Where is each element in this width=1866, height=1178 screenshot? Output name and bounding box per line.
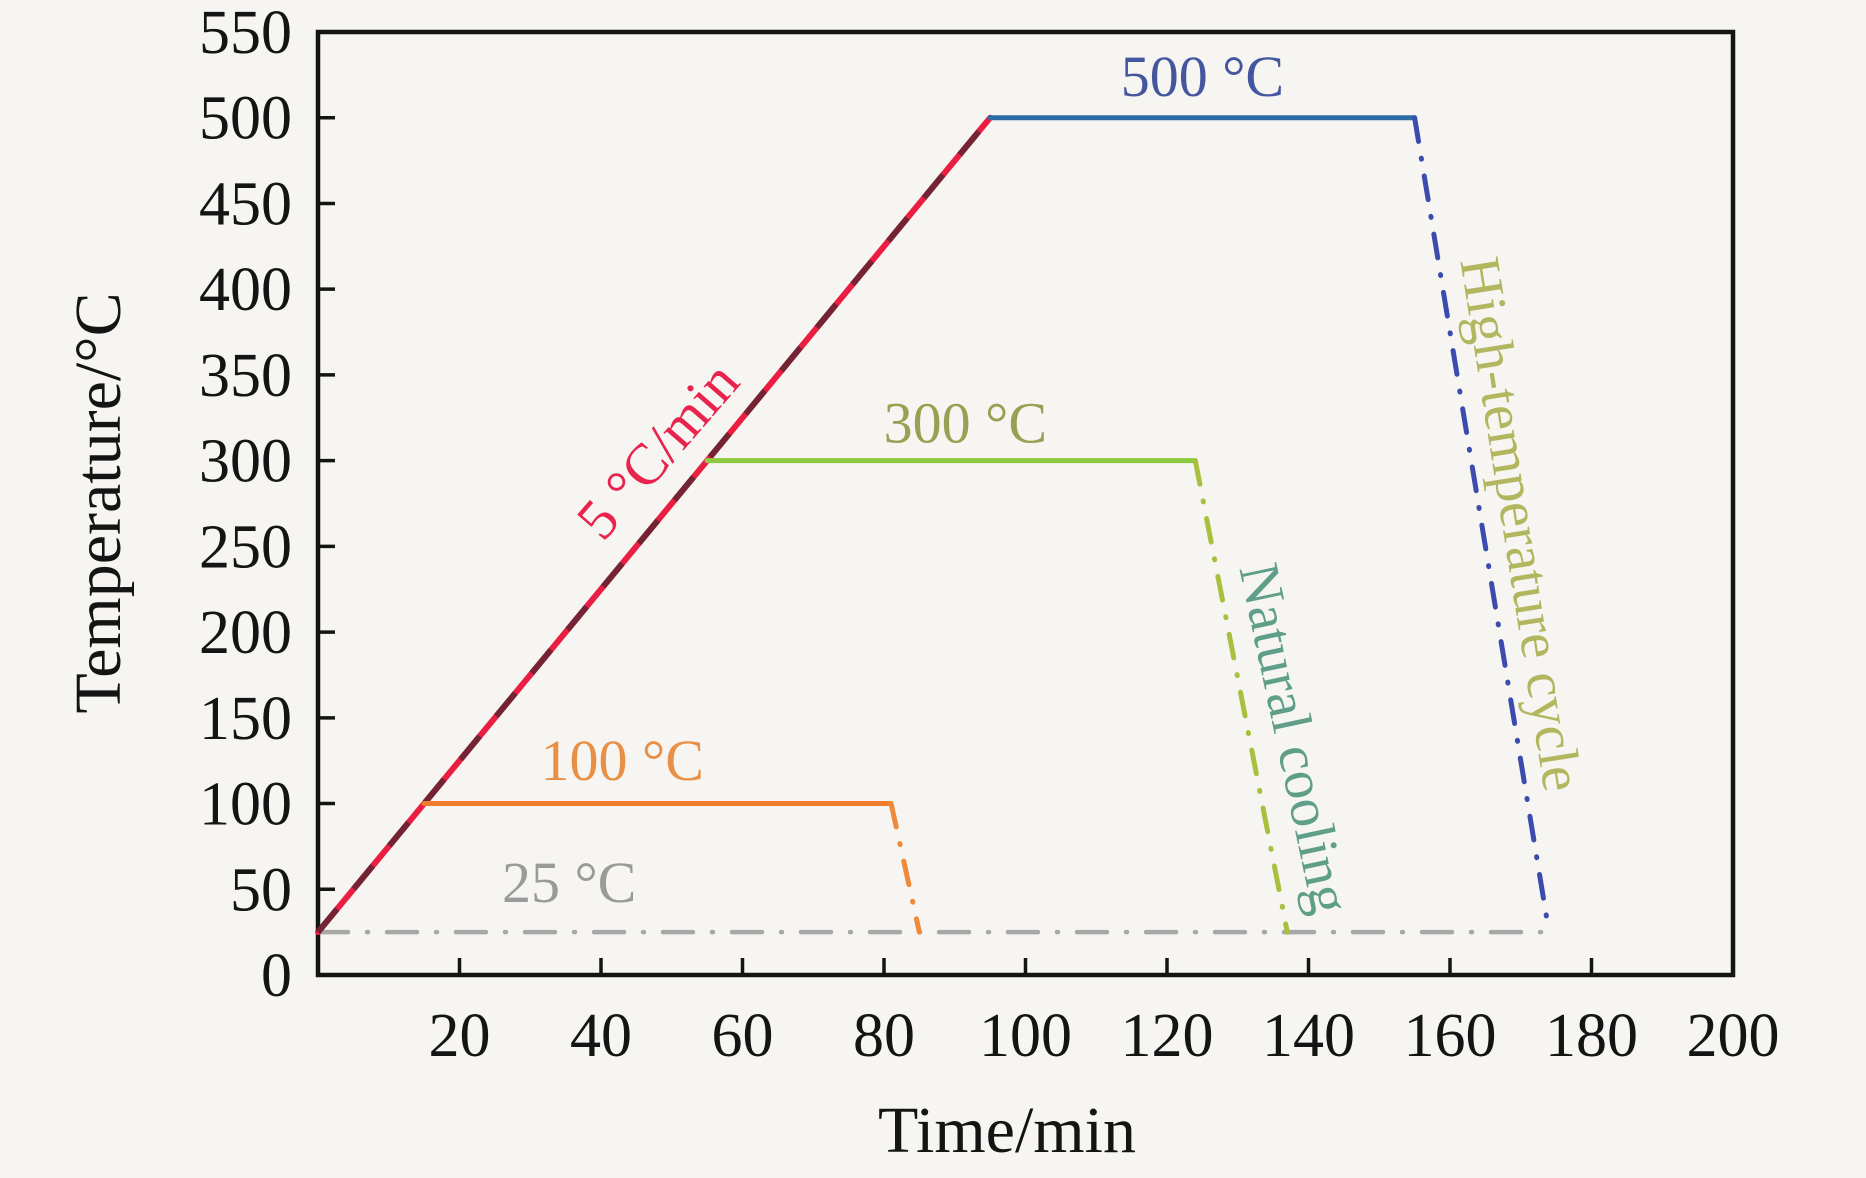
y-tick-label-500: 500 — [199, 85, 292, 153]
annotation-300-c: 300 °C — [884, 390, 1047, 455]
x-tick-label-40: 40 — [570, 1002, 632, 1070]
x-tick-label-140: 140 — [1262, 1002, 1355, 1070]
series-cooling-from-300C — [1192, 458, 1290, 935]
series-heating-ramp-5C-per-min-dash-overlay — [315, 115, 993, 935]
y-tick-label-300: 300 — [199, 428, 292, 496]
y-tick-label-350: 350 — [199, 342, 292, 410]
x-tick-label-20: 20 — [429, 1002, 491, 1070]
y-tick-label-150: 150 — [199, 685, 292, 753]
x-tick-label-120: 120 — [1121, 1002, 1214, 1070]
y-tick-label-400: 400 — [199, 256, 292, 324]
annotation-natural-cooling: Natural cooling — [1227, 558, 1363, 919]
series-cooling-from-500C — [1412, 115, 1552, 935]
x-tick-label-100: 100 — [979, 1002, 1072, 1070]
annotation-25-c: 25 °C — [502, 850, 636, 915]
annotation-high-temperature-cycle: High-temperature cycle — [1447, 253, 1594, 796]
y-tick-label-250: 250 — [199, 513, 292, 581]
axis-ticks — [318, 30, 1735, 977]
axis-tick-labels: 20 40 60 80 100 120 140 160 180 200 0 50 100 150 200 25… — [199, 0, 1780, 1070]
y-tick-label-0: 0 — [261, 942, 292, 1010]
annotation-100-c: 100 °C — [541, 728, 704, 793]
x-tick-label-160: 160 — [1404, 1002, 1497, 1070]
series-lines — [315, 114, 1552, 936]
y-tick-label-200: 200 — [199, 599, 292, 667]
y-tick-label-50: 50 — [230, 856, 292, 924]
x-tick-label-180: 180 — [1545, 1002, 1638, 1070]
series-cooling-from-100C — [888, 801, 922, 935]
annotation-500-c: 500 °C — [1121, 44, 1284, 109]
y-tick-label-550: 550 — [199, 0, 292, 67]
y-axis-title: Temperature/°C — [62, 292, 135, 713]
x-tick-label-200: 200 — [1687, 1002, 1780, 1070]
y-tick-label-450: 450 — [199, 170, 292, 238]
x-axis-title: Time/min — [878, 1094, 1136, 1167]
x-tick-label-80: 80 — [853, 1002, 915, 1070]
y-tick-label-100: 100 — [199, 771, 292, 839]
x-tick-label-60: 60 — [712, 1002, 774, 1070]
